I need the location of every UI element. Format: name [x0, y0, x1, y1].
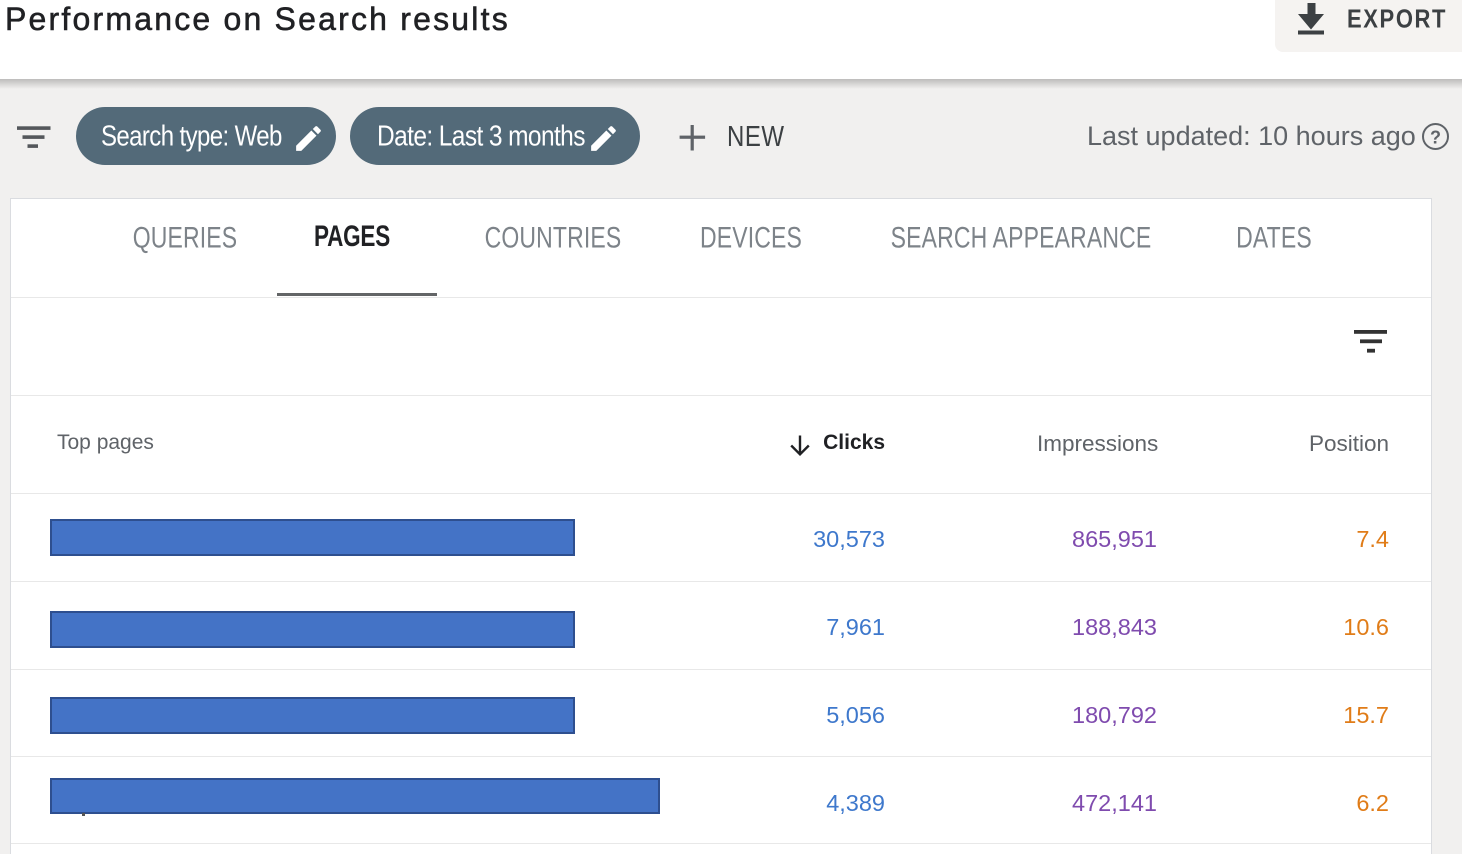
svg-text:?: ? — [1430, 128, 1441, 148]
